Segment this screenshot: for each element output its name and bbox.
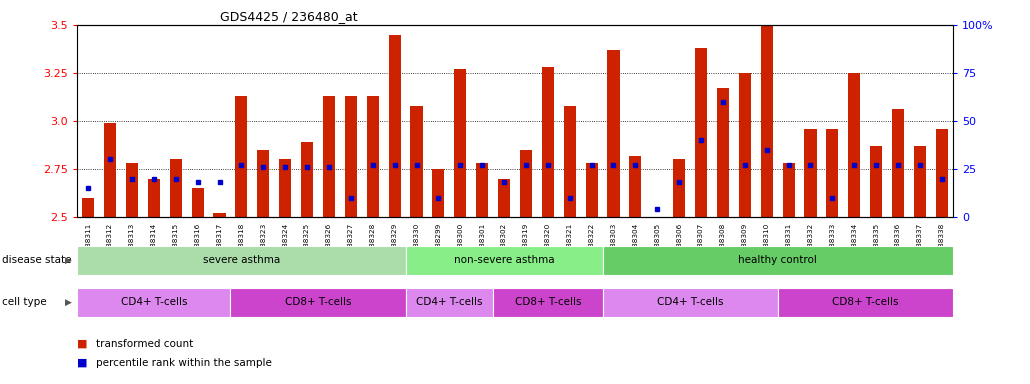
Text: CD4+ T-cells: CD4+ T-cells bbox=[657, 297, 723, 308]
Bar bbox=[345, 96, 356, 217]
Bar bbox=[563, 106, 576, 217]
Text: severe asthma: severe asthma bbox=[203, 255, 280, 265]
Bar bbox=[608, 50, 619, 217]
Text: ▶: ▶ bbox=[65, 256, 72, 265]
Text: disease state: disease state bbox=[2, 255, 71, 265]
Bar bbox=[586, 163, 597, 217]
Bar bbox=[82, 198, 94, 217]
Bar bbox=[77, 288, 231, 317]
Bar bbox=[717, 88, 729, 217]
Text: transformed count: transformed count bbox=[96, 339, 193, 349]
Bar bbox=[493, 288, 603, 317]
Bar bbox=[826, 129, 838, 217]
Bar bbox=[603, 288, 778, 317]
Bar bbox=[849, 73, 860, 217]
Bar bbox=[520, 150, 531, 217]
Text: healthy control: healthy control bbox=[739, 255, 817, 265]
Bar bbox=[192, 188, 204, 217]
Bar bbox=[695, 48, 707, 217]
Bar bbox=[542, 67, 554, 217]
Bar bbox=[761, 0, 772, 217]
Text: percentile rank within the sample: percentile rank within the sample bbox=[96, 358, 272, 368]
Bar bbox=[367, 96, 379, 217]
Text: CD4+ T-cells: CD4+ T-cells bbox=[121, 297, 187, 308]
Bar bbox=[279, 159, 291, 217]
Bar bbox=[804, 129, 817, 217]
Bar bbox=[603, 246, 953, 275]
Bar bbox=[739, 73, 751, 217]
Bar bbox=[406, 246, 603, 275]
Text: ■: ■ bbox=[77, 358, 88, 368]
Bar bbox=[476, 163, 488, 217]
Bar bbox=[783, 163, 794, 217]
Text: CD8+ T-cells: CD8+ T-cells bbox=[515, 297, 581, 308]
Bar bbox=[77, 246, 406, 275]
Bar bbox=[914, 146, 926, 217]
Bar bbox=[454, 69, 467, 217]
Bar bbox=[258, 150, 269, 217]
Bar bbox=[236, 96, 247, 217]
Bar bbox=[301, 142, 313, 217]
Bar bbox=[406, 288, 493, 317]
Bar bbox=[170, 159, 181, 217]
Bar bbox=[213, 213, 226, 217]
Text: ■: ■ bbox=[77, 339, 88, 349]
Bar bbox=[148, 179, 160, 217]
Bar bbox=[870, 146, 882, 217]
Text: CD8+ T-cells: CD8+ T-cells bbox=[832, 297, 898, 308]
Text: ▶: ▶ bbox=[65, 298, 72, 307]
Text: CD8+ T-cells: CD8+ T-cells bbox=[284, 297, 351, 308]
Bar bbox=[629, 156, 642, 217]
Text: non-severe asthma: non-severe asthma bbox=[454, 255, 554, 265]
Bar bbox=[388, 35, 401, 217]
Bar bbox=[936, 129, 948, 217]
Bar bbox=[104, 123, 116, 217]
Bar bbox=[778, 288, 953, 317]
Bar bbox=[499, 179, 510, 217]
Bar bbox=[323, 96, 335, 217]
Bar bbox=[433, 169, 444, 217]
Text: GDS4425 / 236480_at: GDS4425 / 236480_at bbox=[219, 10, 357, 23]
Bar bbox=[892, 109, 904, 217]
Bar bbox=[231, 288, 406, 317]
Text: cell type: cell type bbox=[2, 297, 46, 308]
Bar bbox=[674, 159, 685, 217]
Bar bbox=[411, 106, 422, 217]
Text: CD4+ T-cells: CD4+ T-cells bbox=[416, 297, 483, 308]
Bar bbox=[126, 163, 138, 217]
